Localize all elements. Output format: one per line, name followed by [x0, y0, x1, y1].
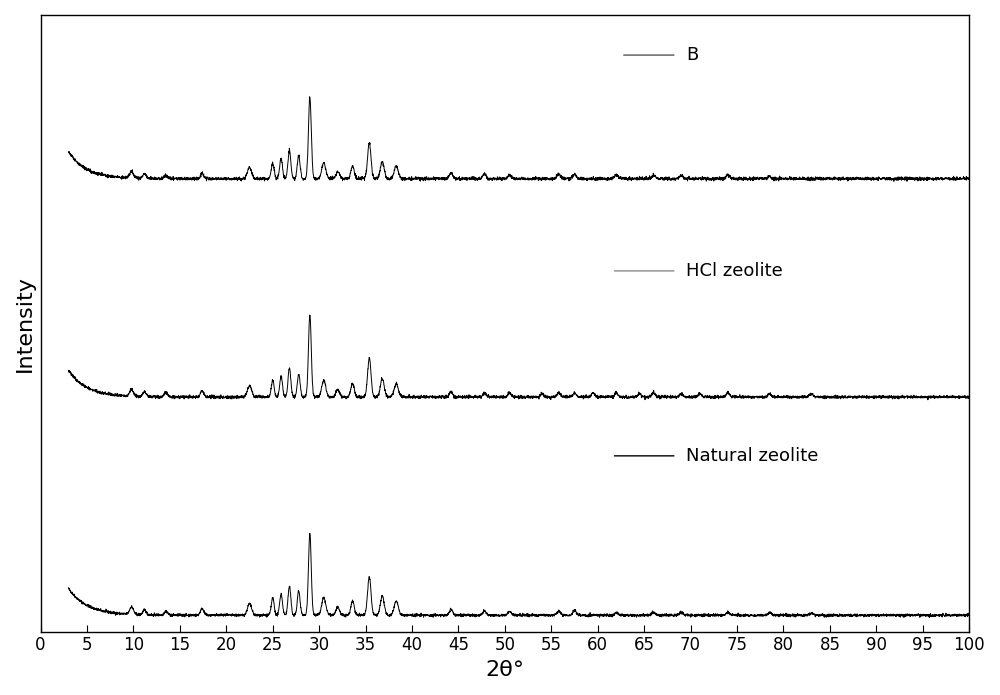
- Text: Natural zeolite: Natural zeolite: [686, 447, 818, 465]
- Y-axis label: Intensity: Intensity: [15, 275, 35, 372]
- Text: HCl zeolite: HCl zeolite: [686, 262, 783, 280]
- X-axis label: 2θ°: 2θ°: [485, 660, 524, 680]
- Text: B: B: [686, 46, 698, 64]
